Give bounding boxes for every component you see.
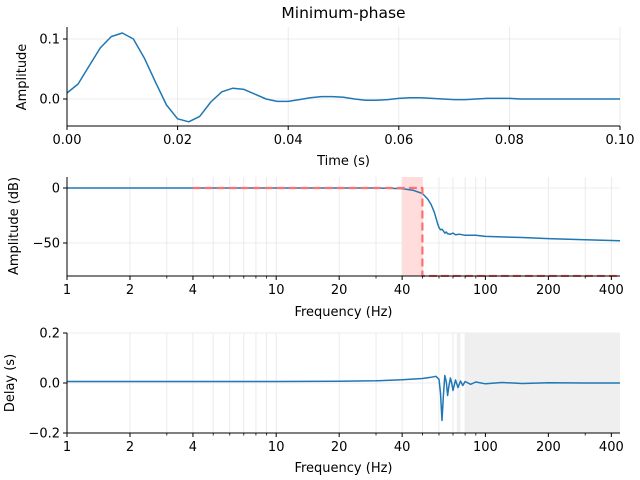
shaded-band	[402, 177, 423, 276]
grid	[66, 27, 621, 126]
axes: 1 2 4 10 20 40 100 200 400 0.2 0.0 −0.2	[28, 327, 623, 456]
axes: 1 2 4 10 20 40 100 200 400 0 −50	[33, 177, 624, 298]
y-tick-label: −50	[33, 237, 60, 252]
x-tick-label: 100	[473, 440, 498, 455]
x-tick-label: 200	[536, 440, 561, 455]
x-tick-label: 400	[599, 283, 624, 298]
time-plot: Minimum-phase 0.00 0.02 0.04 0.06 0.08 0.100.…	[15, 4, 634, 169]
x-tick-label: 1	[63, 440, 71, 455]
x-axis-label: Frequency (Hz)	[294, 305, 392, 320]
marks	[67, 177, 620, 277]
shaded-band	[456, 333, 461, 433]
x-tick-label: 4	[189, 440, 197, 455]
x-tick-label: 10	[268, 440, 285, 455]
y-axis-label: Delay (s)	[3, 354, 18, 412]
x-tick-label: 200	[536, 283, 561, 298]
y-tick-label: 0	[52, 182, 60, 197]
y-tick-label: −0.2	[28, 427, 60, 442]
data-line	[67, 32, 620, 123]
x-tick-label: 20	[331, 283, 348, 298]
grid	[66, 177, 620, 276]
x-axis-label: Time (s)	[316, 154, 370, 169]
y-axis-label: Amplitude	[15, 44, 30, 111]
x-tick-label: 0.10	[606, 133, 635, 148]
y-tick-label: 0.2	[39, 327, 60, 342]
x-tick-label: 2	[126, 440, 134, 455]
x-tick-label: 0.04	[274, 133, 303, 148]
x-tick-label: 4	[189, 283, 197, 298]
x-tick-label: 1	[63, 283, 71, 298]
chart-title: Minimum-phase	[281, 4, 405, 22]
x-tick-label: 0.06	[384, 133, 413, 148]
x-tick-label: 40	[394, 440, 411, 455]
delay-plot: 1 2 4 10 20 40 100 200 400 0.2 0.0 −0.2 Frequency (…	[3, 327, 624, 477]
y-tick-label: 0.0	[39, 377, 60, 392]
x-tick-label: 0.00	[53, 133, 82, 148]
x-tick-label: 0.02	[163, 133, 192, 148]
axes: 0.00 0.02 0.04 0.06 0.08 0.10 0.0 0.1	[39, 27, 634, 148]
x-tick-label: 2	[126, 283, 134, 298]
y-tick-label: 0.0	[39, 93, 60, 108]
x-tick-label: 100	[473, 283, 498, 298]
data-line	[67, 374, 620, 422]
x-tick-label: 40	[394, 283, 411, 298]
marks	[67, 333, 620, 433]
marks	[67, 32, 620, 123]
magnitude-plot: 1 2 4 10 20 40 100 200 400 0 −50 Frequency (Hz) Am…	[7, 177, 624, 320]
data-line	[67, 187, 620, 242]
x-tick-label: 10	[268, 283, 285, 298]
x-tick-label: 0.08	[495, 133, 524, 148]
x-axis-label: Frequency (Hz)	[294, 461, 392, 476]
y-axis-label: Amplitude (dB)	[7, 177, 22, 275]
x-tick-label: 20	[331, 440, 348, 455]
x-tick-label: 400	[599, 440, 624, 455]
y-tick-label: 0.1	[39, 33, 60, 48]
